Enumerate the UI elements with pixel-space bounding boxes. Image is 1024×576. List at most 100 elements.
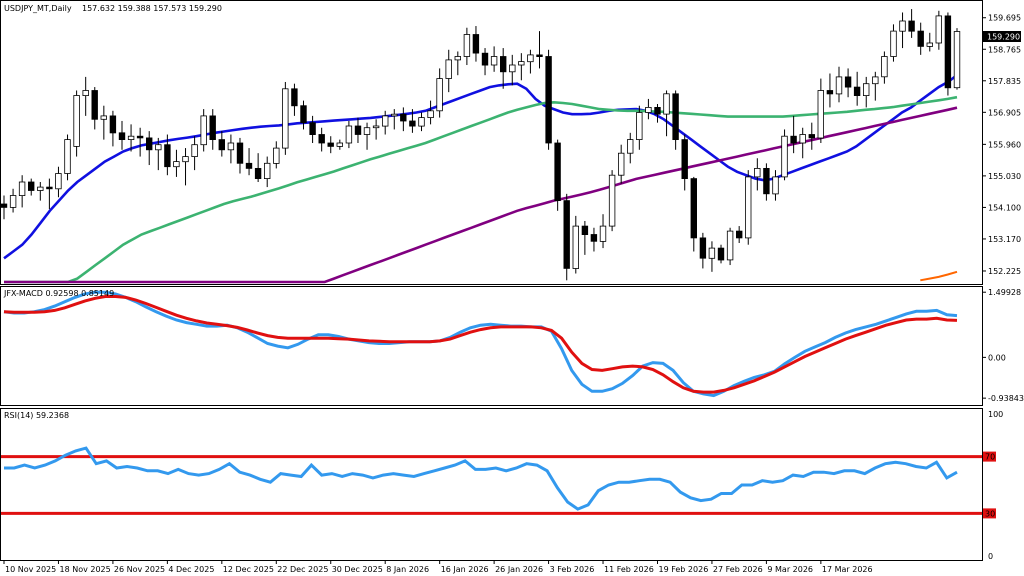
macd-pane-border [0, 286, 983, 406]
candle-body [309, 122, 316, 135]
candle [754, 158, 761, 191]
candle-body [136, 135, 144, 139]
candle [245, 148, 253, 176]
candle-body [37, 186, 44, 191]
candle-body [363, 127, 371, 135]
candle [391, 109, 398, 130]
candle [726, 227, 734, 266]
candle [509, 54, 516, 86]
rsi-line [4, 446, 958, 511]
candle-body [173, 161, 180, 168]
candle [354, 117, 362, 143]
candle [663, 90, 670, 137]
rsi-pane-border [0, 408, 983, 561]
candle-body [91, 90, 98, 120]
candle-body [336, 142, 343, 147]
price-tick-label: 158.765 [988, 45, 1021, 54]
current-price-badge [983, 31, 1021, 42]
candle [345, 120, 353, 149]
candle-body [499, 56, 507, 73]
candle-body [627, 139, 634, 154]
candle [844, 68, 852, 98]
candle-body [155, 144, 162, 151]
date-tick-label: 16 Jan 2026 [441, 565, 489, 574]
candle-body [191, 144, 198, 157]
price-tick-label: 155.960 [988, 140, 1021, 149]
date-tick-label: 8 Jan 2026 [386, 565, 429, 574]
candle-body [354, 125, 362, 135]
candle-body [64, 139, 71, 174]
candle [808, 122, 815, 150]
candle-body [409, 120, 416, 127]
candle-body [73, 95, 80, 147]
candle-body [745, 176, 752, 239]
candle-body [726, 230, 734, 261]
candle [427, 100, 434, 125]
price-tick-label: 152.225 [988, 267, 1021, 276]
candle [781, 129, 788, 181]
candle-body [953, 31, 961, 89]
macd-title: JFX-MACD 0.92598 0.85149 [3, 289, 114, 298]
candle-body [835, 76, 843, 95]
candle [736, 226, 743, 244]
candle-body [881, 56, 888, 78]
candle [926, 32, 933, 52]
candle [400, 107, 407, 132]
candle [145, 131, 153, 166]
candle [953, 28, 961, 90]
candle [200, 109, 207, 152]
macd-tick-label: 0.00 [988, 353, 1006, 362]
candle-body [926, 42, 933, 47]
price-tick-label: 157.835 [988, 77, 1021, 86]
candle-body [681, 139, 688, 180]
candle-body [300, 105, 307, 124]
candle [454, 51, 461, 76]
candle-body [254, 167, 262, 179]
rsi-tick-label: 0 [988, 552, 993, 561]
axes-layer: 159.695 158.765 157.835 156.905 155.960 155.0… [3, 14, 1024, 574]
candle-body [853, 86, 861, 96]
candle-body [273, 147, 280, 164]
symbol-label: USDJPY_MT,Daily [4, 4, 72, 13]
candle-body [282, 88, 289, 149]
candle-body [418, 117, 425, 127]
candle [109, 110, 117, 147]
candle [472, 26, 480, 62]
candle-body [754, 167, 761, 178]
candle [463, 27, 471, 66]
candle [881, 51, 888, 84]
candle-body [445, 59, 452, 79]
candle-body [663, 93, 670, 115]
candle [9, 188, 17, 213]
candle [708, 241, 716, 272]
rsi-tick-label: 100 [988, 410, 1003, 419]
candle [944, 12, 952, 96]
moving-average-line-0 [3, 74, 958, 260]
candle [336, 139, 343, 150]
candle [218, 131, 225, 157]
candle-body [245, 162, 253, 169]
candle [318, 127, 325, 152]
candle-body [572, 225, 579, 269]
candle-body [672, 93, 679, 141]
price-layer [0, 9, 961, 284]
candle-body [509, 64, 516, 73]
date-tick-label: 12 Dec 2025 [223, 565, 274, 574]
candle-body [454, 56, 461, 61]
candle-body [82, 90, 89, 96]
candle [572, 215, 579, 274]
candle-body [27, 181, 35, 191]
candle [908, 9, 915, 38]
candle [863, 76, 870, 108]
candle [935, 10, 942, 50]
candle [817, 78, 824, 143]
candle-body [118, 132, 126, 141]
candle [499, 48, 507, 89]
macd-tick-label: 1.49928 [988, 288, 1021, 297]
rsi-level-badge [983, 508, 996, 519]
candle-body [645, 107, 652, 113]
candle [545, 49, 552, 150]
candle [518, 53, 525, 81]
candle [681, 134, 688, 191]
candle [236, 137, 244, 174]
